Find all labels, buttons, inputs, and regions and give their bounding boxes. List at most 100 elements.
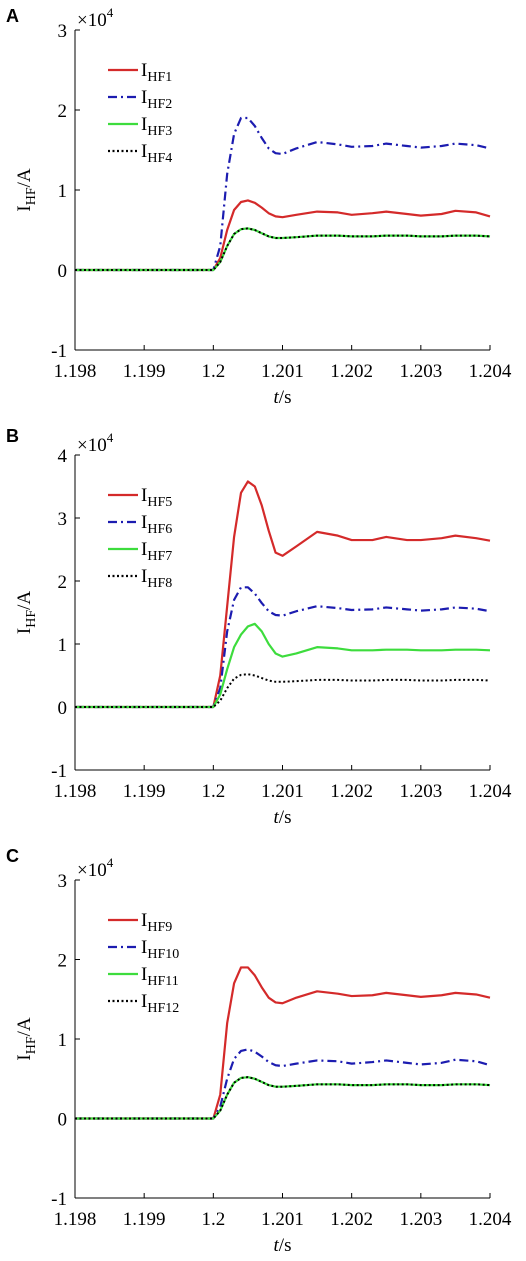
legend-label: IHF9 xyxy=(141,910,172,935)
y-scale-label: ×104 xyxy=(77,430,114,456)
x-tick-label: 1.203 xyxy=(399,1209,442,1230)
y-tick-label: 0 xyxy=(58,261,68,282)
x-tick-label: 1.202 xyxy=(330,781,373,802)
x-tick-label: 1.199 xyxy=(123,1209,166,1230)
y-axis-label: IHF/A xyxy=(14,1017,39,1061)
legend-main: I xyxy=(141,141,147,162)
x-tick-label: 1.2 xyxy=(201,781,225,802)
x-axis-label: t/s xyxy=(274,387,292,408)
y-axis-label: IHF/A xyxy=(14,591,39,635)
legend-sub: HF2 xyxy=(147,97,172,112)
series-line xyxy=(75,1048,491,1120)
y-axis-label: IHF/A xyxy=(14,168,39,212)
y-scale-exp: 4 xyxy=(107,855,114,870)
x-tick-label: 1.198 xyxy=(54,1209,97,1230)
y-scale-label: ×104 xyxy=(77,5,114,31)
legend-main: I xyxy=(141,964,147,985)
legend-sub: HF7 xyxy=(147,549,172,564)
x-tick-label: 1.202 xyxy=(330,1209,373,1230)
legend-main: I xyxy=(141,87,147,108)
legend-main: I xyxy=(141,539,147,560)
y-label-unit: /A xyxy=(14,591,35,610)
legend-label: IHF4 xyxy=(141,141,172,166)
series-line xyxy=(75,966,491,1120)
legend-sub: HF4 xyxy=(147,151,172,166)
legend-sub: HF8 xyxy=(147,576,172,591)
series-line xyxy=(75,116,491,272)
x-tick-label: 1.202 xyxy=(330,361,373,382)
x-label-var: t xyxy=(274,1235,280,1256)
x-tick-label: 1.198 xyxy=(54,781,97,802)
x-tick-label: 1.201 xyxy=(261,781,304,802)
legend-main: I xyxy=(141,60,147,81)
x-axis-label: t/s xyxy=(274,807,292,828)
y-tick-label: 2 xyxy=(58,951,68,972)
series-line xyxy=(75,586,491,709)
y-scale-base: ×10 xyxy=(77,10,107,31)
y-tick-label: 0 xyxy=(58,698,68,719)
legend-label: IHF2 xyxy=(141,87,172,112)
y-tick-label: 1 xyxy=(58,1030,68,1051)
legend-main: I xyxy=(141,114,147,135)
x-label-unit: /s xyxy=(279,1235,292,1256)
legend-main: I xyxy=(141,937,147,958)
y-tick-label: 1 xyxy=(58,635,68,656)
x-tick-label: 1.204 xyxy=(469,781,512,802)
y-tick-label: -1 xyxy=(51,761,67,782)
legend-label: IHF8 xyxy=(141,566,172,591)
legend-main: I xyxy=(141,512,147,533)
x-tick-label: 1.204 xyxy=(469,361,512,382)
y-label-sub: HF xyxy=(24,187,39,205)
legend-label: IHF5 xyxy=(141,485,172,510)
legend-sub: HF6 xyxy=(147,522,172,537)
legend-main: I xyxy=(141,991,147,1012)
y-label-sub: HF xyxy=(24,1036,39,1054)
y-label-main: I xyxy=(14,205,35,211)
legend-label: IHF11 xyxy=(141,964,179,989)
panel-label: A xyxy=(6,6,19,26)
x-tick-label: 1.199 xyxy=(123,781,166,802)
y-tick-label: 2 xyxy=(58,101,68,122)
legend-main: I xyxy=(141,485,147,506)
x-tick-label: 1.203 xyxy=(399,781,442,802)
series-line xyxy=(75,673,491,708)
y-tick-label: -1 xyxy=(51,341,67,362)
y-tick-label: 1 xyxy=(58,181,68,202)
x-tick-label: 1.203 xyxy=(399,361,442,382)
series-line xyxy=(75,199,491,272)
series-line xyxy=(75,1076,491,1120)
legend-label: IHF6 xyxy=(141,512,172,537)
y-tick-label: 3 xyxy=(58,21,68,42)
legend-sub: HF1 xyxy=(147,70,172,85)
x-tick-label: 1.2 xyxy=(201,361,225,382)
series-line xyxy=(75,622,491,709)
legend-sub: HF3 xyxy=(147,124,172,139)
y-label-unit: /A xyxy=(14,168,35,187)
x-label-var: t xyxy=(274,387,280,408)
x-label-unit: /s xyxy=(279,807,292,828)
series-line xyxy=(75,227,491,271)
y-label-sub: HF xyxy=(24,610,39,628)
legend-sub: HF11 xyxy=(147,974,178,989)
legend-label: IHF1 xyxy=(141,60,172,85)
panel-label: B xyxy=(6,426,19,446)
series-line xyxy=(75,227,491,272)
legend-sub: HF12 xyxy=(147,1001,179,1016)
legend-main: I xyxy=(141,566,147,587)
x-tick-label: 1.201 xyxy=(261,361,304,382)
legend-main: I xyxy=(141,910,147,931)
x-tick-label: 1.199 xyxy=(123,361,166,382)
legend-sub: HF5 xyxy=(147,495,172,510)
y-scale-base: ×10 xyxy=(77,435,107,456)
legend-label: IHF7 xyxy=(141,539,172,564)
y-tick-label: -1 xyxy=(51,1189,67,1210)
y-label-main: I xyxy=(14,1054,35,1060)
y-tick-label: 3 xyxy=(58,871,68,892)
x-tick-label: 1.198 xyxy=(54,361,97,382)
legend-label: IHF3 xyxy=(141,114,172,139)
series-line xyxy=(75,480,491,709)
y-tick-label: 2 xyxy=(58,572,68,593)
panel-label: C xyxy=(6,846,19,866)
y-scale-base: ×10 xyxy=(77,860,107,881)
x-tick-label: 1.204 xyxy=(469,1209,512,1230)
